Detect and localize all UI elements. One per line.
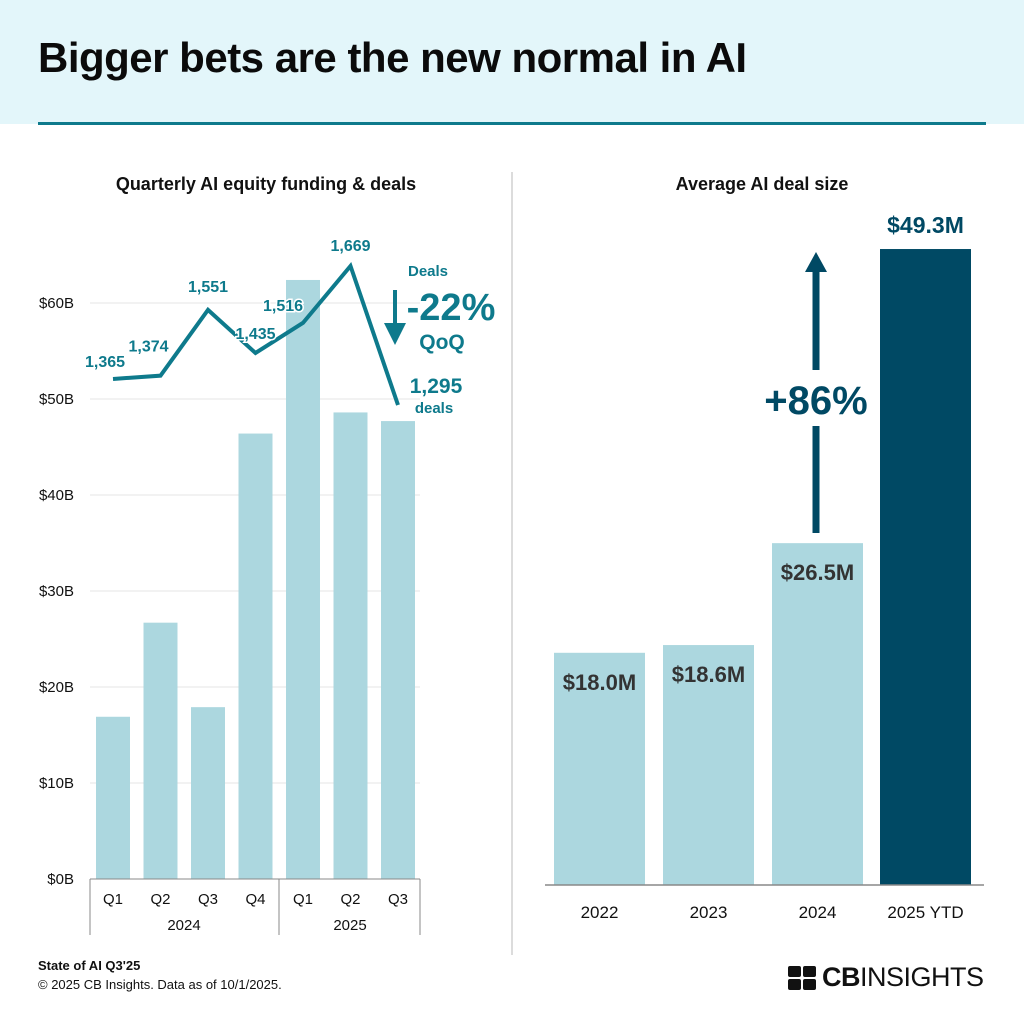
deal-size-bar <box>663 645 754 885</box>
deal-size-label: $18.6M <box>672 662 745 687</box>
funding-bar <box>191 707 225 879</box>
y-tick-label: $10B <box>39 775 74 792</box>
logo-mark-icon <box>788 965 816 990</box>
deal-size-bar <box>554 652 645 885</box>
funding-bar <box>96 716 130 879</box>
deal-count-label: 1,365 <box>85 354 125 371</box>
x-tick-label: 2023 <box>690 903 728 922</box>
qoq-label: QoQ <box>419 331 465 354</box>
deal-size-bar <box>880 249 971 885</box>
x-tick-label: 2022 <box>581 903 619 922</box>
y-tick-label: $30B <box>39 583 74 600</box>
x-tick-label: Q2 <box>340 891 360 908</box>
funding-bar <box>333 412 368 879</box>
logo-text: INSIGHTS <box>860 962 984 992</box>
deals-suffix-label: deals <box>415 400 453 417</box>
deal-count-label: 1,435 <box>235 326 275 343</box>
qoq-change-value: -22% <box>407 287 496 329</box>
title-rule <box>38 122 986 125</box>
up-arrow-icon <box>805 252 827 272</box>
x-tick-label: Q2 <box>150 891 170 908</box>
deals-line <box>112 261 400 406</box>
x-tick-label: 2024 <box>799 903 837 922</box>
cb-insights-logo: CBINSIGHTS <box>788 962 984 993</box>
x-tick-label: Q3 <box>388 891 408 908</box>
page-title: Bigger bets are the new normal in AI <box>38 34 747 81</box>
y-tick-label: $40B <box>39 487 74 504</box>
year-group-label: 2025 <box>333 917 366 934</box>
x-tick-label: Q4 <box>245 891 265 908</box>
x-tick-label: Q1 <box>103 891 123 908</box>
left-chart-title: Quarterly AI equity funding & deals <box>116 174 416 194</box>
funding-bar <box>238 433 273 879</box>
deal-count-label: 1,374 <box>128 339 168 356</box>
y-tick-label: $20B <box>39 679 74 696</box>
deal-count-label: 1,516 <box>263 298 303 315</box>
deal-count-label: 1,669 <box>330 238 370 255</box>
year-group-label: 2024 <box>167 917 200 934</box>
x-tick-label: Q3 <box>198 891 218 908</box>
funding-bar <box>143 622 178 879</box>
deal-size-label: $26.5M <box>781 560 854 585</box>
deal-size-label: $49.3M <box>887 212 964 238</box>
funding-bar <box>286 279 320 880</box>
deal-size-bar <box>772 543 863 885</box>
y-tick-label: $0B <box>47 871 74 888</box>
deal-count-label: 1,551 <box>188 279 228 296</box>
growth-annotation: +86% <box>764 379 867 423</box>
right-chart-title: Average AI deal size <box>676 174 849 194</box>
deals-legend-label: Deals <box>408 263 448 280</box>
header-band: Bigger bets are the new normal in AI <box>0 0 1024 124</box>
logo-text-bold: CB <box>822 962 861 992</box>
deal-count-label: 1,295 <box>410 375 463 398</box>
source-label: State of AI Q3'25 <box>38 958 141 973</box>
y-tick-label: $60B <box>39 295 74 312</box>
y-tick-label: $50B <box>39 391 74 408</box>
down-arrow-icon <box>384 323 406 345</box>
copyright-text: © 2025 CB Insights. Data as of 10/1/2025… <box>38 977 282 992</box>
funding-bar <box>381 421 415 879</box>
x-tick-label: 2025 YTD <box>887 903 963 922</box>
x-tick-label: Q1 <box>293 891 313 908</box>
deal-size-label: $18.0M <box>563 670 636 695</box>
